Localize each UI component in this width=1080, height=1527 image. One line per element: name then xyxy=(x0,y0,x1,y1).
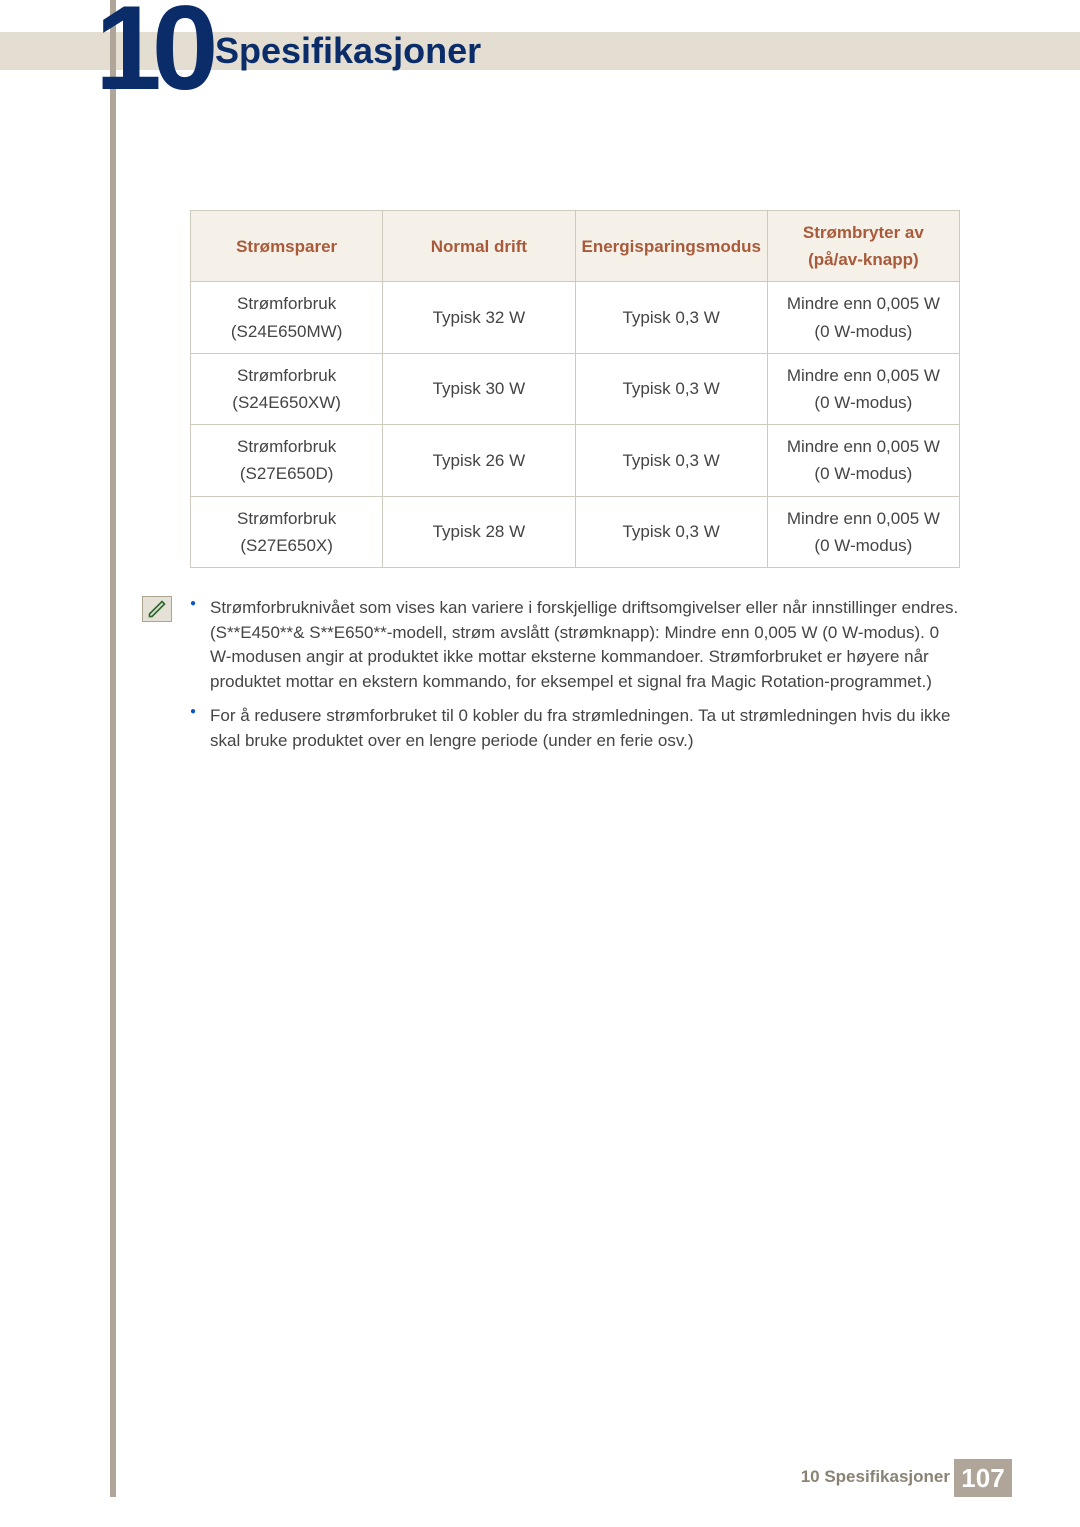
cell-saving: Typisk 0,3 W xyxy=(575,282,767,353)
col-header: Normal drift xyxy=(383,211,575,282)
cell-off: Mindre enn 0,005 W(0 W-modus) xyxy=(767,425,959,496)
page-footer: 10 Spesifikasjoner 107 xyxy=(0,1459,1080,1497)
col-header: Strømsparer xyxy=(191,211,383,282)
notes-list: Strømforbruknivået som vises kan variere… xyxy=(190,596,960,764)
cell-saving: Typisk 0,3 W xyxy=(575,496,767,567)
table-header-row: Strømsparer Normal drift Energisparingsm… xyxy=(191,211,960,282)
footer-chapter-label: 10 Spesifikasjoner xyxy=(801,1467,950,1487)
cell-saving: Typisk 0,3 W xyxy=(575,425,767,496)
note-item: Strømforbruknivået som vises kan variere… xyxy=(190,596,960,695)
spec-table: Strømsparer Normal drift Energisparingsm… xyxy=(190,210,960,568)
note-icon xyxy=(142,596,172,622)
table-row: Strømforbruk(S27E650D)Typisk 26 WTypisk … xyxy=(191,425,960,496)
col-header: Energisparingsmodus xyxy=(575,211,767,282)
cell-off: Mindre enn 0,005 W(0 W-modus) xyxy=(767,353,959,424)
cell-normal: Typisk 32 W xyxy=(383,282,575,353)
chapter-title: Spesifikasjoner xyxy=(215,30,481,72)
chapter-number: 10 xyxy=(95,0,208,115)
footer-accent-bar xyxy=(110,1459,116,1497)
cell-off: Mindre enn 0,005 W(0 W-modus) xyxy=(767,282,959,353)
chapter-number-block: 10 xyxy=(95,0,195,100)
table-body: Strømforbruk(S24E650MW)Typisk 32 WTypisk… xyxy=(191,282,960,568)
page-number: 107 xyxy=(954,1459,1012,1497)
table-row: Strømforbruk(S24E650XW)Typisk 30 WTypisk… xyxy=(191,353,960,424)
cell-normal: Typisk 30 W xyxy=(383,353,575,424)
cell-saving: Typisk 0,3 W xyxy=(575,353,767,424)
content-area: Strømsparer Normal drift Energisparingsm… xyxy=(190,210,960,764)
cell-model: Strømforbruk(S24E650MW) xyxy=(191,282,383,353)
cell-model: Strømforbruk(S24E650XW) xyxy=(191,353,383,424)
table-row: Strømforbruk(S24E650MW)Typisk 32 WTypisk… xyxy=(191,282,960,353)
note-item: For å redusere strømforbruket til 0 kobl… xyxy=(190,704,960,753)
left-accent-bar xyxy=(110,0,116,1460)
notes-block: Strømforbruknivået som vises kan variere… xyxy=(190,596,960,764)
col-header: Strømbryter av (på/av-knapp) xyxy=(767,211,959,282)
table-row: Strømforbruk(S27E650X)Typisk 28 WTypisk … xyxy=(191,496,960,567)
cell-normal: Typisk 26 W xyxy=(383,425,575,496)
cell-model: Strømforbruk(S27E650X) xyxy=(191,496,383,567)
cell-normal: Typisk 28 W xyxy=(383,496,575,567)
cell-off: Mindre enn 0,005 W(0 W-modus) xyxy=(767,496,959,567)
cell-model: Strømforbruk(S27E650D) xyxy=(191,425,383,496)
